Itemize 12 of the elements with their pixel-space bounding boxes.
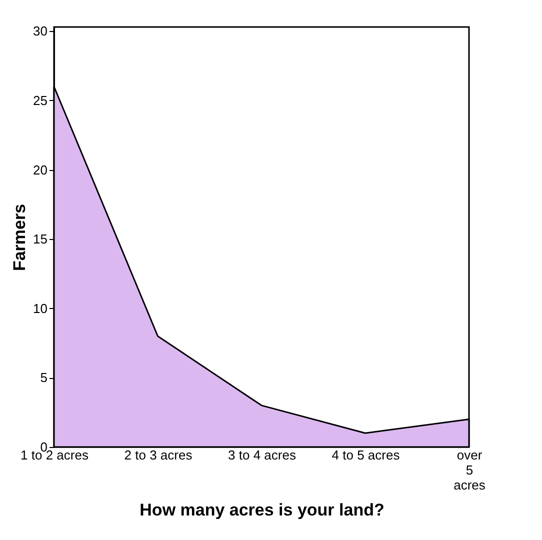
y-tick-label: 30 — [33, 24, 48, 39]
x-tick-label: 3 to 4 acres — [228, 448, 296, 462]
y-axis-title: Farmers — [10, 204, 30, 272]
x-tick-label: over 5 acres — [454, 448, 486, 492]
y-tick-label: 25 — [33, 92, 48, 108]
y-tick-label: 15 — [33, 232, 48, 247]
y-tick-label: 5 — [40, 370, 48, 386]
x-tick-label: 2 to 3 acres — [124, 448, 193, 462]
y-tick-label: 10 — [33, 300, 48, 316]
x-axis-title: How many acres is your land? — [140, 500, 384, 520]
y-tick-label: 20 — [33, 162, 48, 178]
x-tick-label: 4 to 5 acres — [332, 448, 400, 462]
